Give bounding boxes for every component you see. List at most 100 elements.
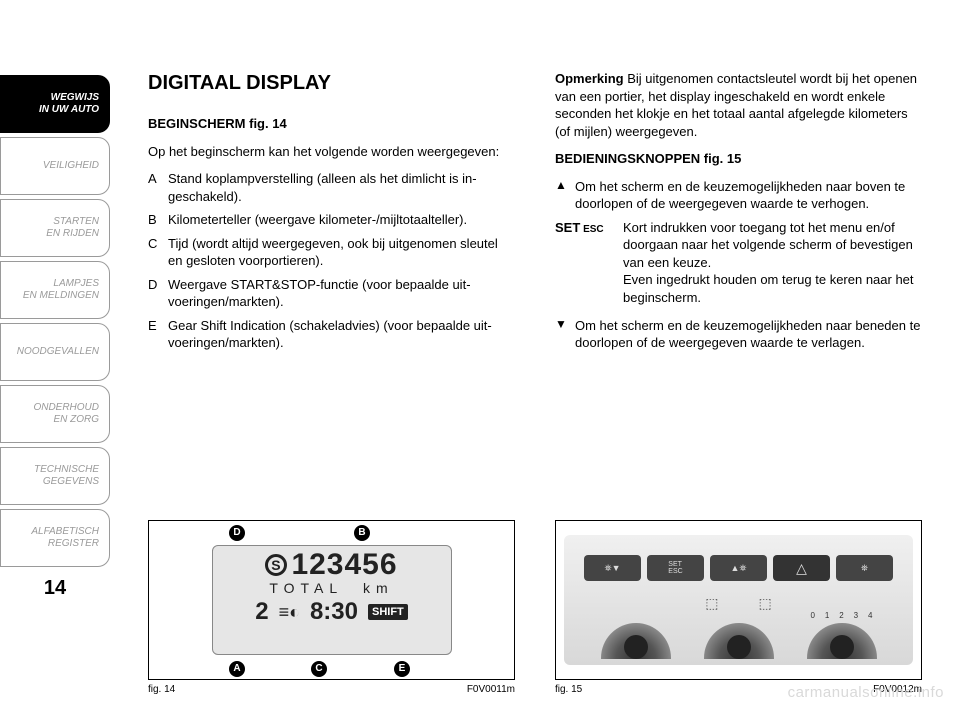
callout-c: C xyxy=(311,661,327,677)
tab-register[interactable]: ALFABETISCH REGISTER xyxy=(0,509,110,567)
knob-row: 0 1 2 3 4 xyxy=(584,619,893,659)
tab-technische[interactable]: TECHNISCHE GEGEVENS xyxy=(0,447,110,505)
list-key: D xyxy=(148,276,168,311)
list-key: C xyxy=(148,235,168,270)
set-text-2: Even ingedrukt houden om terug te keren … xyxy=(623,272,914,305)
page-title: DIGITAAL DISPLAY xyxy=(148,70,515,97)
set-esc-label: SET ESC xyxy=(555,219,623,307)
tab-starten[interactable]: STARTEN EN RIJDEN xyxy=(0,199,110,257)
fig-caption-label: fig. 14 xyxy=(148,684,175,695)
knob-label: 3 xyxy=(854,611,858,620)
list-item: C Tijd (wordt altijd weergegeven, ook bi… xyxy=(148,235,515,270)
tab-label-line2: IN UW AUTO xyxy=(7,104,99,116)
fig-caption-label: fig. 15 xyxy=(555,684,582,695)
tab-noodgevallen[interactable]: NOODGEVALLEN xyxy=(0,323,110,381)
list-key: A xyxy=(148,170,168,205)
list-text: Stand koplampverstelling (alleen als het… xyxy=(168,170,515,205)
note-label: Opmerking xyxy=(555,71,624,86)
shift-badge: SHIFT xyxy=(368,604,408,620)
list-key: B xyxy=(148,211,168,229)
tab-label-line2: REGISTER xyxy=(7,538,99,550)
tab-label-line2: GEGEVENS xyxy=(7,476,99,488)
callout-a: A xyxy=(229,661,245,677)
figures-row: D B S 123456 TOTAL km 2 ≡◐ 8:30 SHIFT xyxy=(110,520,960,695)
fan-knob: 0 1 2 3 4 xyxy=(807,623,877,659)
tab-label-line2: EN MELDINGEN xyxy=(7,290,99,302)
menu-up-button: ▲⛯ xyxy=(710,555,767,581)
total-label: TOTAL xyxy=(269,580,343,596)
callout-b: B xyxy=(354,525,370,541)
unit-label: km xyxy=(363,580,394,596)
knob-label: 1 xyxy=(825,611,829,620)
page-number: 14 xyxy=(0,577,110,600)
defrost-rear-icon: ⬚ xyxy=(759,595,772,617)
section-heading: BEDIENINGSKNOPPEN fig. 15 xyxy=(555,150,922,168)
set-esc-button: SET ESC xyxy=(647,555,704,581)
tab-veiligheid[interactable]: VEILIGHEID xyxy=(0,137,110,195)
control-down: ▼ Om het scherm en de keuzemogelijkheden… xyxy=(555,317,922,352)
defrost-front-icon: ⬚ xyxy=(705,595,718,617)
note-paragraph: Opmerking Bij uitgenomen contactsleutel … xyxy=(555,70,922,140)
clock-value: 8:30 xyxy=(310,598,358,626)
figure-14-caption: fig. 14 F0V0011m xyxy=(148,684,515,695)
control-up-text: Om het scherm en de keuzemogelijkheden n… xyxy=(575,178,922,213)
list-text: Kilometerteller (weergave kilometer-/mij… xyxy=(168,211,515,229)
temp-knob xyxy=(601,623,671,659)
start-stop-icon: S xyxy=(265,554,287,576)
knob-label: 0 xyxy=(811,611,815,620)
set-label: SET xyxy=(555,220,580,235)
arrow-up-icon: ▲ xyxy=(555,178,575,213)
item-list: A Stand koplampverstelling (alleen als h… xyxy=(148,170,515,352)
intro-text: Op het beginscherm kan het volgende word… xyxy=(148,143,515,161)
button-strip: ⛯▼ SET ESC ▲⛯ △ ⛯ xyxy=(584,553,893,583)
callout-d: D xyxy=(229,525,245,541)
headlight-level: 2 xyxy=(255,598,268,626)
odometer-value: 123456 xyxy=(291,548,397,582)
tab-label-line1: WEGWIJS xyxy=(7,92,99,104)
section-heading: BEGINSCHERM fig. 14 xyxy=(148,115,515,133)
foglight-rear-button: ⛯ xyxy=(836,555,893,581)
figure-15-box: ⛯▼ SET ESC ▲⛯ △ ⛯ ⬚ ⬚ xyxy=(555,520,922,680)
tab-onderhoud[interactable]: ONDERHOUD EN ZORG xyxy=(0,385,110,443)
control-set: SET ESC Kort indrukken voor toegang tot … xyxy=(555,219,922,307)
tab-wegwijs[interactable]: WEGWIJS IN UW AUTO xyxy=(0,75,110,133)
arrow-down-icon: ▼ xyxy=(555,317,575,352)
tab-label-line1: STARTEN xyxy=(7,216,99,228)
tab-label-line1: ALFABETISCH xyxy=(7,526,99,538)
fig-code: F0V0011m xyxy=(467,684,515,695)
headlight-icon: ≡◐ xyxy=(279,602,300,623)
list-text: Gear Shift Indication (schakeladvies) (v… xyxy=(168,317,515,352)
tab-label-line2: EN RIJDEN xyxy=(7,228,99,240)
sidebar-nav: WEGWIJS IN UW AUTO VEILIGHEID STARTEN EN… xyxy=(0,0,110,703)
list-text: Weergave START&STOP-functie (voor bepaal… xyxy=(168,276,515,311)
tab-label-line1: ONDERHOUD xyxy=(7,402,99,414)
knob-label: 2 xyxy=(839,611,843,620)
esc-label: ESC xyxy=(580,224,603,235)
figure-15: ⛯▼ SET ESC ▲⛯ △ ⛯ ⬚ ⬚ xyxy=(555,520,922,695)
figure-14: D B S 123456 TOTAL km 2 ≡◐ 8:30 SHIFT xyxy=(148,520,515,695)
figure-14-box: D B S 123456 TOTAL km 2 ≡◐ 8:30 SHIFT xyxy=(148,520,515,680)
tab-lampjes[interactable]: LAMPJES EN MELDINGEN xyxy=(0,261,110,319)
hazard-button: △ xyxy=(773,555,830,581)
list-item: B Kilometerteller (weergave kilometer-/m… xyxy=(148,211,515,229)
list-item: D Weergave START&STOP-functie (voor bepa… xyxy=(148,276,515,311)
mode-knob xyxy=(704,623,774,659)
lcd-line3: 2 ≡◐ 8:30 SHIFT xyxy=(213,598,451,626)
list-item: A Stand koplampverstelling (alleen als h… xyxy=(148,170,515,205)
foglight-front-button: ⛯▼ xyxy=(584,555,641,581)
watermark: carmanualsonline.info xyxy=(788,684,944,701)
fan-knob-labels: 0 1 2 3 4 xyxy=(807,611,877,620)
control-set-text: Kort indrukken voor toegang tot het menu… xyxy=(623,219,922,307)
control-up: ▲ Om het scherm en de keuzemogelijkheden… xyxy=(555,178,922,213)
tab-label-line1: VEILIGHEID xyxy=(7,160,99,172)
set-text-1: Kort indrukken voor toegang tot het menu… xyxy=(623,220,913,270)
knob-label: 4 xyxy=(868,611,872,620)
tab-label-line1: TECHNISCHE xyxy=(7,464,99,476)
list-item: E Gear Shift Indication (schakeladvies) … xyxy=(148,317,515,352)
lcd-line2: TOTAL km xyxy=(213,580,451,596)
dashboard-panel: ⛯▼ SET ESC ▲⛯ △ ⛯ ⬚ ⬚ xyxy=(564,535,913,665)
callout-e: E xyxy=(394,661,410,677)
tab-label-line1: LAMPJES xyxy=(7,278,99,290)
lcd-line1: S 123456 xyxy=(213,548,451,582)
lcd-display: S 123456 TOTAL km 2 ≡◐ 8:30 SHIFT xyxy=(212,545,452,655)
